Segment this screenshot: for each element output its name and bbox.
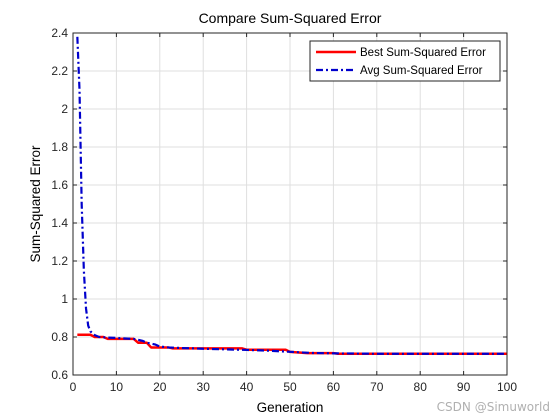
- y-tick-label: 0.6: [51, 368, 68, 382]
- chart-title: Compare Sum-Squared Error: [199, 10, 382, 26]
- y-tick-label: 1: [61, 292, 68, 306]
- x-tick-label: 70: [370, 380, 384, 394]
- x-tick-label: 0: [70, 380, 77, 394]
- y-tick-label: 2.4: [51, 26, 68, 40]
- y-tick-label: 1.4: [51, 216, 68, 230]
- x-tick-label: 90: [457, 380, 471, 394]
- x-tick-label: 20: [153, 380, 167, 394]
- y-tick-label: 2.2: [51, 64, 68, 78]
- x-tick-label: 100: [497, 380, 517, 394]
- series-layer: [76, 36, 507, 355]
- y-tick-label: 0.8: [51, 330, 68, 344]
- y-tick-label: 1.8: [51, 140, 68, 154]
- legend-label-avg: Avg Sum-Squared Error: [360, 65, 483, 77]
- legend-box: [309, 40, 501, 82]
- x-tick-label: 60: [327, 380, 341, 394]
- series-line-avg: [76, 36, 507, 355]
- y-axis-title: Sum-Squared Error: [28, 145, 43, 263]
- tick-layer: 0 10 20 30 40 50 60 70 80 90 100 0.6 0.8 1 1.2 1.4 1.6 1.…: [51, 26, 517, 394]
- y-tick-label: 1.6: [51, 178, 68, 192]
- x-axis-title: Generation: [257, 400, 324, 415]
- legend: Best Sum-Squared Error Avg Sum-Squared E…: [309, 40, 501, 82]
- y-tick-label: 2: [61, 102, 68, 116]
- x-tick-label: 10: [110, 380, 124, 394]
- y-tick-label: 1.2: [51, 254, 68, 268]
- legend-label-best: Best Sum-Squared Error: [360, 47, 486, 59]
- x-tick-label: 80: [414, 380, 428, 394]
- x-tick-label: 40: [240, 380, 254, 394]
- x-tick-label: 30: [197, 380, 211, 394]
- x-tick-label: 50: [283, 380, 297, 394]
- watermark: CSDN @Simuworld: [436, 400, 550, 414]
- grid-layer: [72, 32, 508, 376]
